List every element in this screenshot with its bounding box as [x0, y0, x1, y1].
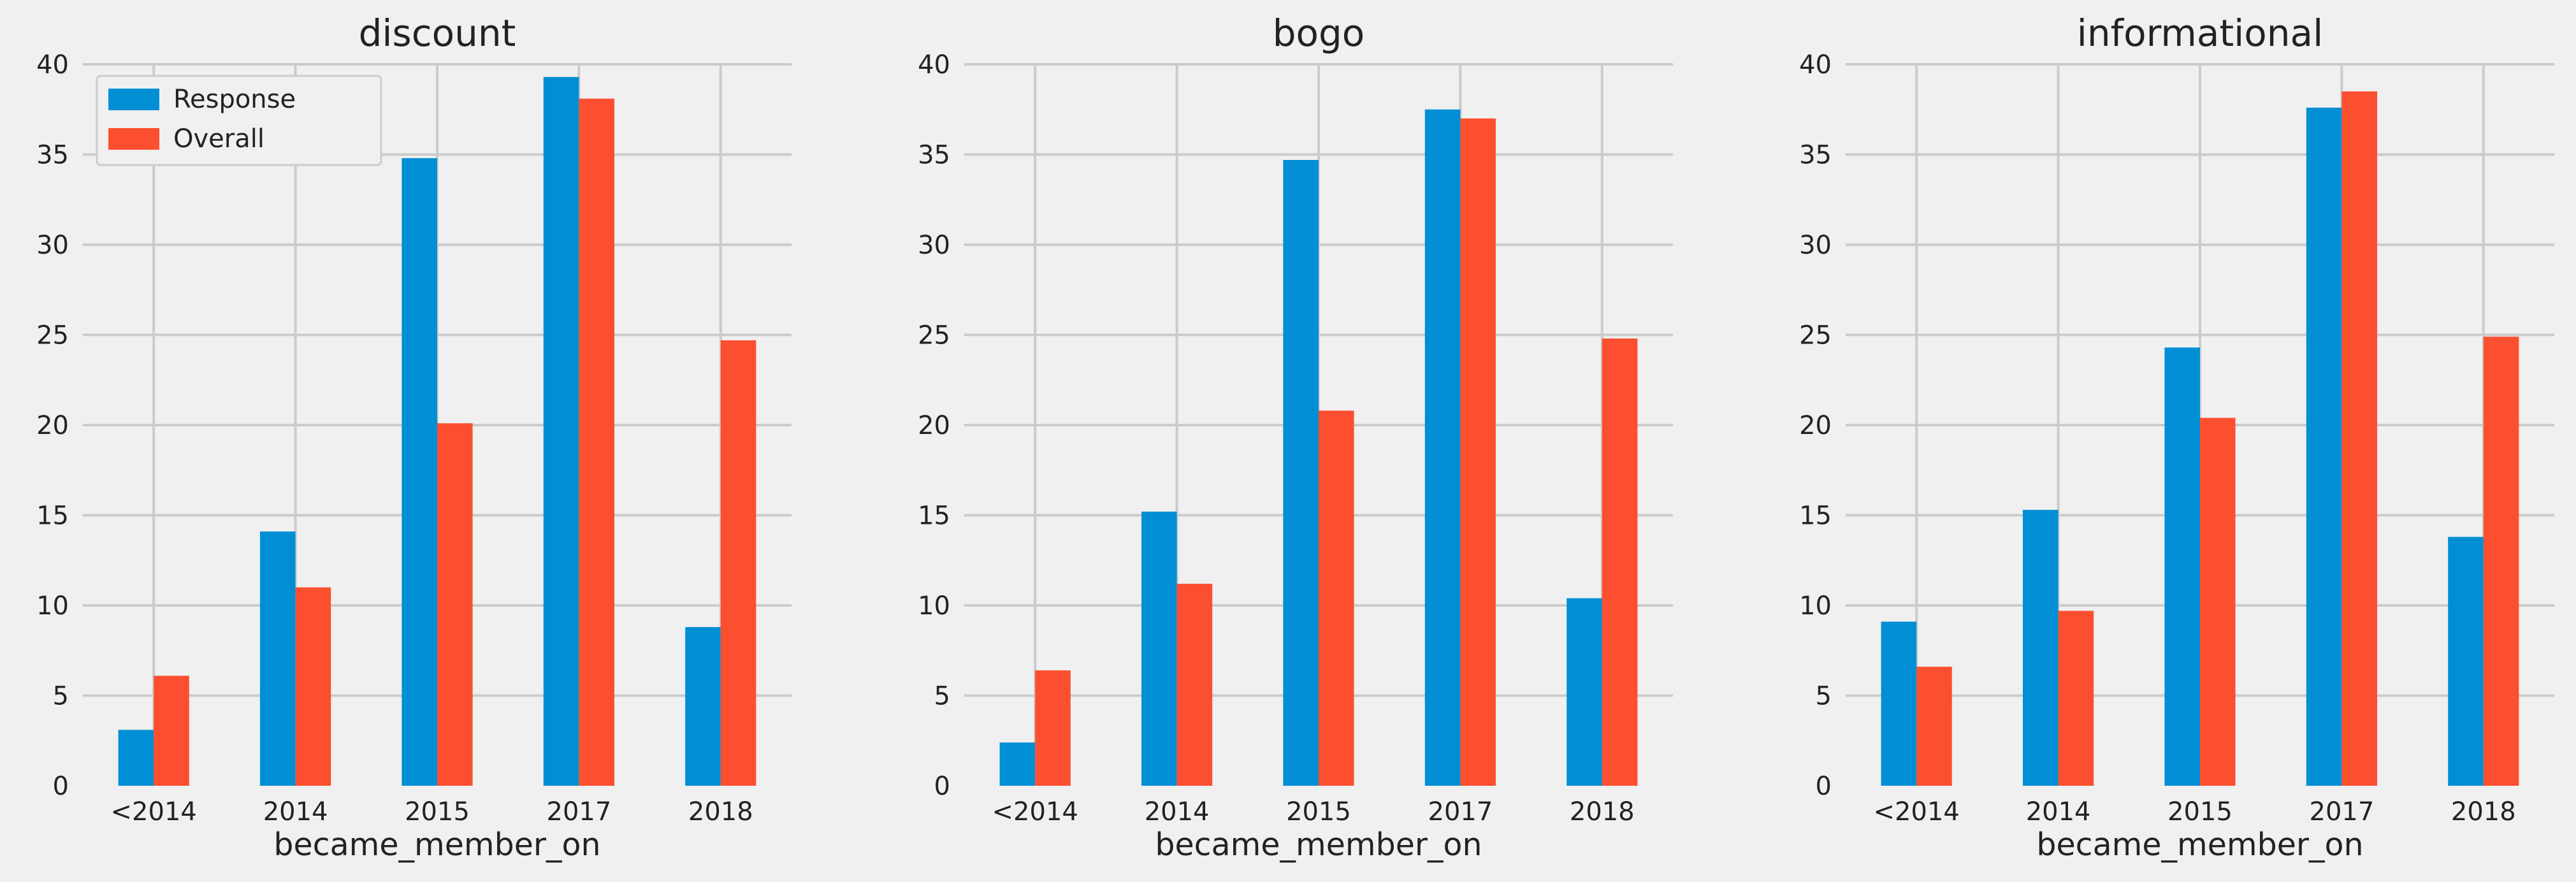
bar-response-2017: [543, 76, 579, 786]
bar-response-2018: [1567, 598, 1602, 786]
bar-overall-<2014: [154, 676, 189, 786]
y-tick-label: 10: [36, 591, 69, 621]
x-tick-label: 2015: [2167, 797, 2232, 827]
bar-overall-2017: [1460, 118, 1496, 786]
y-tick-label: 15: [1799, 502, 1832, 531]
y-tick-label: 30: [1799, 231, 1832, 260]
bar-response-2014: [260, 531, 296, 786]
y-tick-label: 5: [934, 682, 950, 711]
x-tick-label: 2014: [263, 797, 328, 827]
bar-response-2014: [2023, 510, 2059, 786]
x-tick-label: 2018: [688, 797, 753, 827]
bar-response-<2014: [118, 730, 154, 786]
y-tick-label: 40: [918, 50, 950, 80]
legend-label: Response: [173, 85, 296, 114]
y-tick-label: 0: [53, 772, 69, 801]
bar-overall-2017: [2341, 91, 2377, 786]
bar-overall-2018: [2483, 336, 2519, 786]
legend-swatch: [108, 89, 159, 110]
x-tick-label: 2018: [2451, 797, 2516, 827]
y-tick-label: 10: [1799, 591, 1832, 621]
y-tick-label: 15: [918, 502, 950, 531]
y-tick-label: 40: [1799, 50, 1832, 80]
x-axis-label: became_member_on: [273, 827, 600, 863]
y-tick-label: 20: [1799, 411, 1832, 440]
chart-title: informational: [2077, 11, 2323, 55]
bar-overall-<2014: [1916, 667, 1952, 786]
y-tick-label: 5: [1816, 682, 1832, 711]
x-tick-label: <2014: [111, 797, 197, 827]
chart-panel-0: 0 5 10 15 20 25 30 35 40 <2014 2014 2015 2017 2018 dis…: [36, 11, 792, 863]
legend-swatch: [108, 128, 159, 150]
bar-overall-2015: [1319, 410, 1354, 786]
bar-response-2018: [2448, 537, 2484, 786]
bar-overall-2014: [2058, 611, 2094, 786]
bar-response-2015: [402, 158, 437, 786]
x-tick-label: 2017: [1428, 797, 1493, 827]
y-tick-label: 25: [918, 321, 950, 351]
bar-response-<2014: [1881, 621, 1917, 786]
y-tick-label: 30: [36, 231, 69, 260]
y-tick-label: 25: [36, 321, 69, 351]
y-tick-label: 35: [918, 141, 950, 170]
chart-panel-2: 0 5 10 15 20 25 30 35 40 <2014 2014 2015 2017 2018 inf…: [1799, 11, 2554, 863]
bar-overall-2018: [720, 340, 756, 786]
y-tick-label: 20: [918, 411, 950, 440]
x-tick-label: 2014: [2026, 797, 2091, 827]
chart-title: bogo: [1273, 11, 1365, 55]
y-tick-label: 30: [918, 231, 950, 260]
y-tick-label: 10: [918, 591, 950, 621]
x-tick-label: 2015: [405, 797, 470, 827]
y-tick-label: 20: [36, 411, 69, 440]
legend-label: Overall: [173, 124, 264, 154]
x-tick-label: 2015: [1286, 797, 1351, 827]
bar-overall-2014: [295, 587, 331, 786]
x-tick-label: 2018: [1570, 797, 1635, 827]
y-tick-label: 15: [36, 502, 69, 531]
bar-overall-2015: [437, 423, 473, 786]
y-tick-label: 35: [1799, 141, 1832, 170]
bar-response-2015: [2164, 347, 2200, 786]
x-tick-label: 2017: [547, 797, 612, 827]
bar-overall-2015: [2200, 417, 2236, 786]
bar-response-2017: [1424, 109, 1461, 786]
x-tick-label: 2014: [1145, 797, 1210, 827]
y-tick-label: 25: [1799, 321, 1832, 351]
bar-overall-<2014: [1035, 670, 1071, 786]
bar-response-2014: [1141, 511, 1177, 786]
chart-title: discount: [359, 11, 516, 55]
y-tick-label: 35: [36, 141, 69, 170]
bar-response-2018: [685, 626, 721, 786]
bar-overall-2018: [1602, 338, 1638, 786]
y-tick-label: 5: [53, 682, 69, 711]
x-axis-label: became_member_on: [1155, 827, 1482, 863]
y-tick-label: 0: [1816, 772, 1832, 801]
bar-overall-2014: [1176, 584, 1213, 786]
chart-panel-1: 0 5 10 15 20 25 30 35 40 <2014 2014 2015 2017 2018 bog…: [918, 11, 1673, 863]
bar-overall-2017: [579, 98, 614, 786]
bar-response-2015: [1283, 159, 1319, 786]
legend: Response Overall: [96, 75, 382, 166]
x-tick-label: <2014: [1874, 797, 1960, 827]
bar-response-<2014: [999, 742, 1036, 786]
bar-response-2017: [2306, 107, 2342, 786]
legend-box: [96, 75, 382, 166]
x-axis-label: became_member_on: [2036, 827, 2363, 863]
x-tick-label: <2014: [992, 797, 1078, 827]
x-tick-label: 2017: [2310, 797, 2375, 827]
y-tick-label: 0: [934, 772, 950, 801]
y-tick-label: 40: [36, 50, 69, 80]
